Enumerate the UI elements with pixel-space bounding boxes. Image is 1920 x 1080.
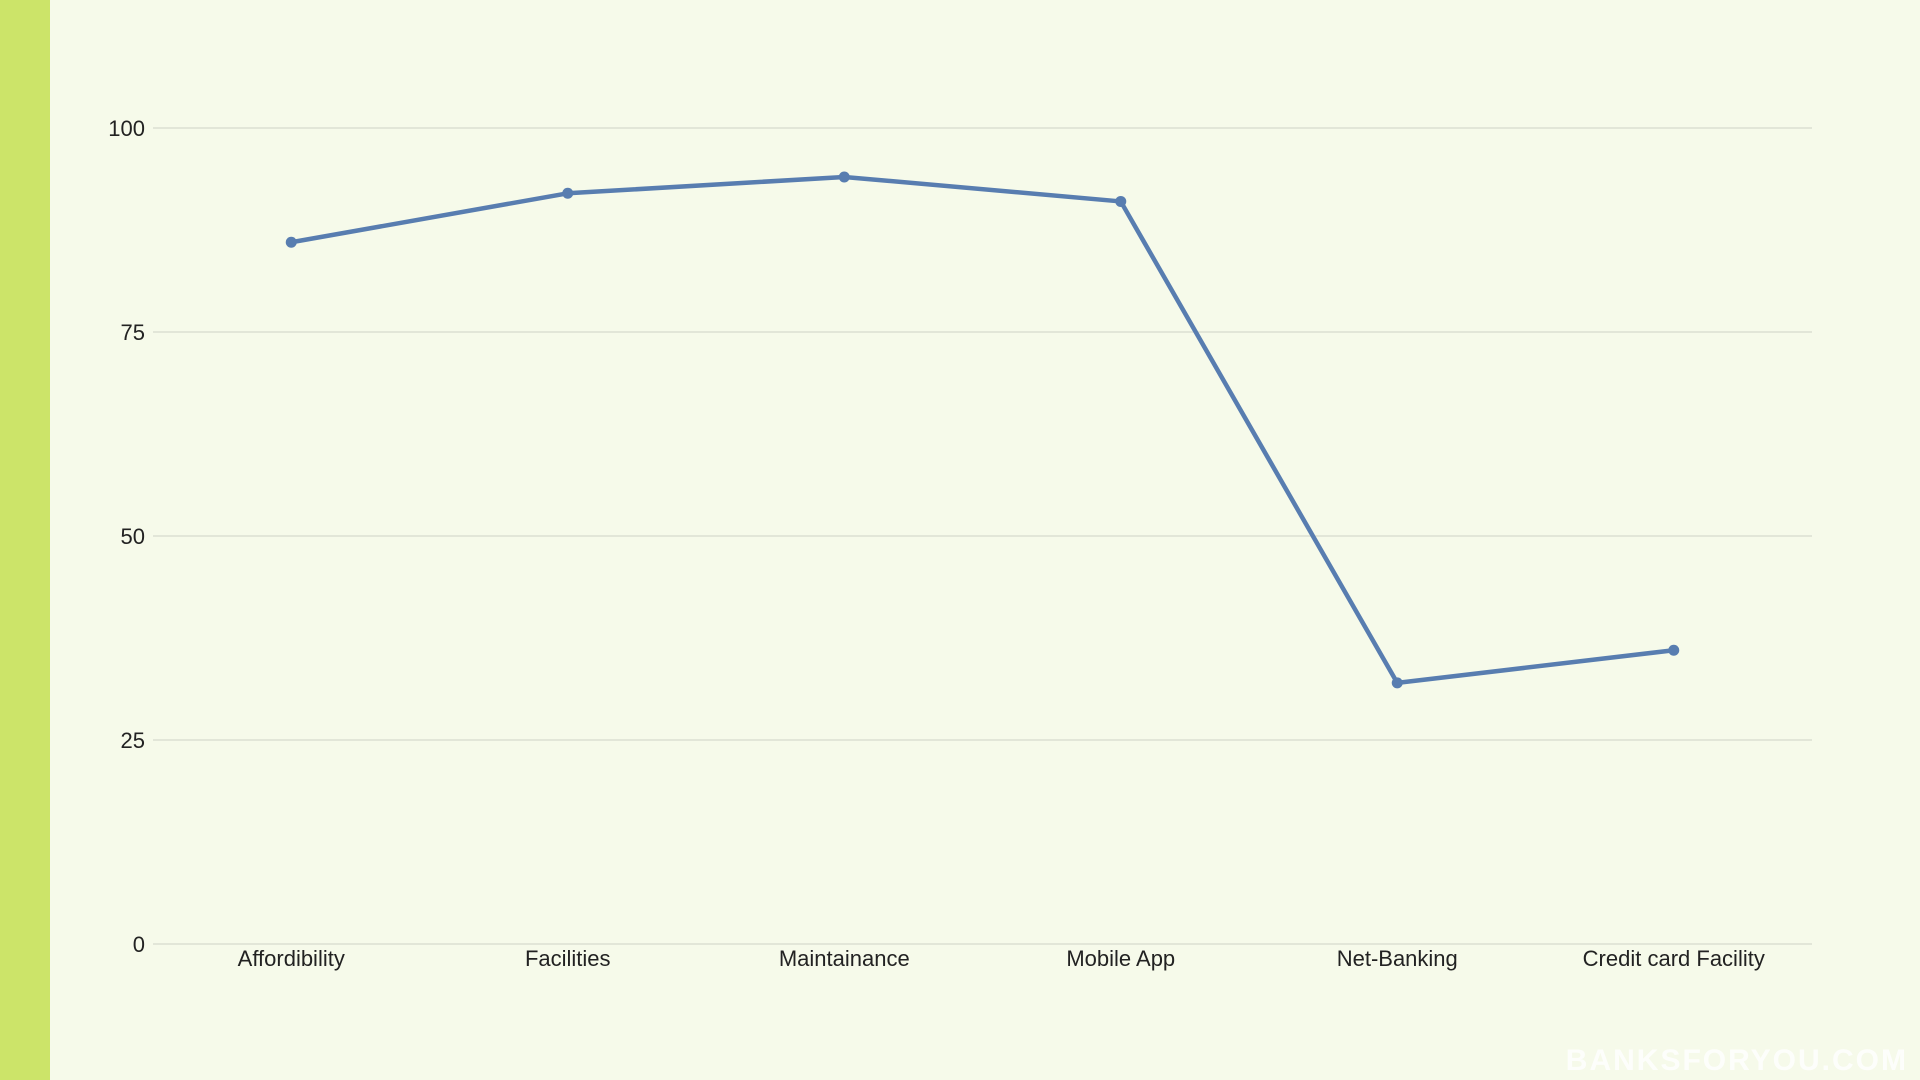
y-tick-label: 100 bbox=[108, 116, 145, 141]
gridlines bbox=[153, 127, 1812, 945]
accent-side-bar bbox=[0, 0, 50, 1080]
x-tick-label: Net-Banking bbox=[1337, 946, 1458, 971]
data-point-affordibility bbox=[285, 236, 297, 248]
y-axis-tick-labels: 0 25 50 75 100 bbox=[108, 116, 145, 957]
y-tick-label: 75 bbox=[121, 320, 145, 345]
data-point-credit-card-facility bbox=[1668, 644, 1680, 656]
y-tick-label: 25 bbox=[121, 728, 145, 753]
y-tick-label: 50 bbox=[121, 524, 145, 549]
watermark-text: BANKSFORYOU.COM bbox=[1565, 1044, 1908, 1077]
data-point-maintainance bbox=[838, 171, 850, 183]
y-tick-label: 0 bbox=[133, 932, 145, 957]
data-point-net-banking bbox=[1391, 677, 1403, 689]
data-point-facilities bbox=[562, 187, 574, 199]
series-layer bbox=[285, 171, 1680, 689]
x-tick-label: Mobile App bbox=[1066, 946, 1175, 971]
x-tick-label: Affordibility bbox=[238, 946, 345, 971]
data-point-mobile-app bbox=[1115, 195, 1127, 207]
x-axis-tick-labels: Affordibility Facilities Maintainance Mobil… bbox=[238, 946, 1765, 971]
x-tick-label: Facilities bbox=[525, 946, 611, 971]
x-tick-label: Maintainance bbox=[779, 946, 910, 971]
series-line bbox=[289, 174, 1676, 686]
x-tick-label: Credit card Facility bbox=[1583, 946, 1765, 971]
